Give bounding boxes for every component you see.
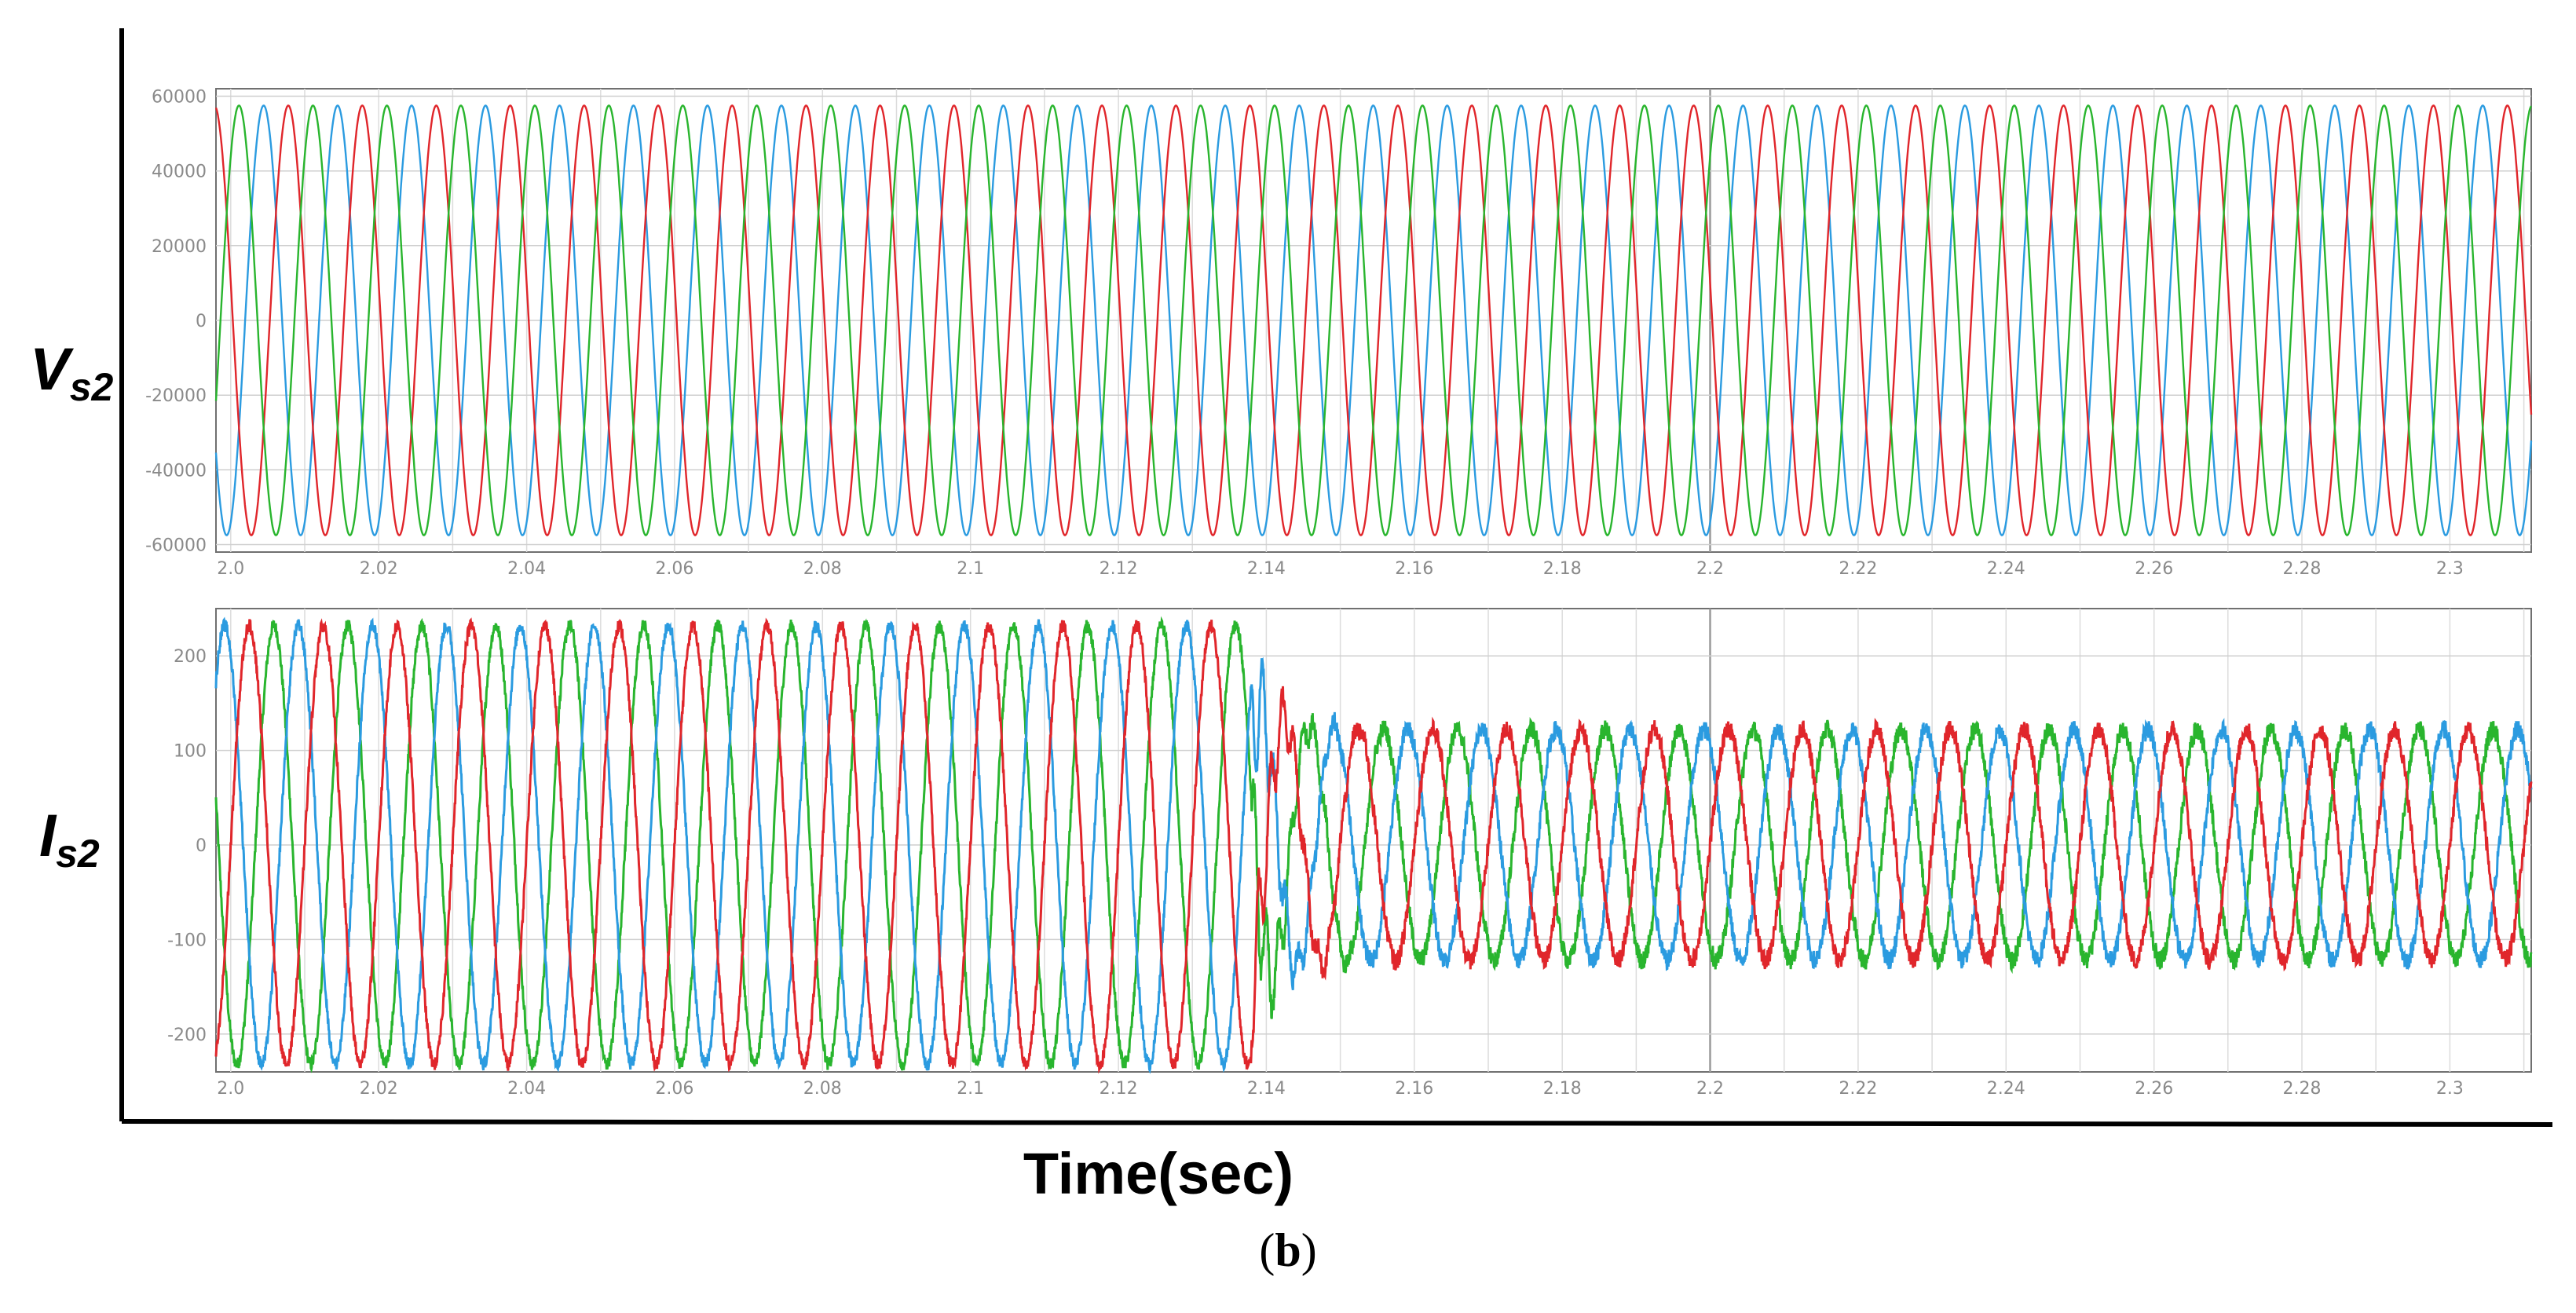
current-x-tick-label: 2.08 <box>803 1079 842 1099</box>
voltage-y-tick-label: -20000 <box>145 386 207 406</box>
current-x-tick-label: 2.02 <box>360 1079 398 1099</box>
current-x-tick-label: 2.1 <box>957 1079 984 1099</box>
voltage-y-tick-label: 20000 <box>152 237 207 257</box>
current-series-line-1 <box>214 616 2533 1073</box>
current-y-tick-label: 200 <box>174 647 207 667</box>
caption-open-paren: ( <box>1259 1224 1275 1276</box>
current-x-tick-label: 2.2 <box>1696 1079 1724 1099</box>
current-label-sub: s2 <box>56 832 100 876</box>
x-axis-title: Time(sec) <box>1023 1141 1293 1206</box>
current-x-tick-label: 2.06 <box>655 1079 693 1099</box>
current-x-tick-label: 2.22 <box>1839 1079 1877 1099</box>
current-x-tick-label: 2.28 <box>2283 1079 2322 1099</box>
voltage-y-tick-label: 60000 <box>152 88 207 108</box>
current-label-main: I <box>39 803 57 869</box>
current-series-line-2 <box>214 616 2533 1074</box>
voltage-x-tick-label: 2.22 <box>1839 559 1877 579</box>
voltage-x-tick-label: 2.24 <box>1987 559 2025 579</box>
current-x-tick-label: 2.14 <box>1247 1079 1286 1099</box>
outer-bottom-axis-line <box>121 1119 2553 1127</box>
voltage-side-label: Vs2 <box>30 336 114 409</box>
current-series-line-3 <box>214 617 2533 1074</box>
current-y-tick-label: 100 <box>174 742 207 762</box>
voltage-y-tick-labels: 60000 40000 20000 0 -20000 -40000 -60000 <box>145 88 207 556</box>
caption-close-paren: ) <box>1301 1224 1317 1276</box>
current-y-tick-labels: 200 100 0 -100 -200 <box>167 647 207 1045</box>
voltage-x-tick-label: 2.28 <box>2283 559 2322 579</box>
voltage-x-tick-label: 2.26 <box>2135 559 2173 579</box>
caption-letter: b <box>1275 1224 1301 1276</box>
voltage-x-tick-label: 2.12 <box>1100 559 1138 579</box>
voltage-x-tick-label: 2.08 <box>803 559 842 579</box>
current-series-group <box>214 616 2533 1074</box>
current-y-tick-label: -200 <box>167 1026 207 1045</box>
voltage-x-tick-label: 2.02 <box>360 559 398 579</box>
figure-caption: (b) <box>1259 1224 1316 1276</box>
voltage-x-tick-label: 2.3 <box>2436 559 2464 579</box>
voltage-label-main: V <box>30 336 74 403</box>
current-x-tick-label: 2.12 <box>1100 1079 1138 1099</box>
current-x-tick-label: 2.26 <box>2135 1079 2173 1099</box>
current-x-tick-label: 2.04 <box>507 1079 546 1099</box>
voltage-x-tick-label: 2.18 <box>1543 559 1582 579</box>
voltage-x-tick-label: 2.1 <box>957 559 984 579</box>
voltage-y-tick-label: -60000 <box>145 536 207 556</box>
current-x-tick-label: 2.16 <box>1395 1079 1433 1099</box>
voltage-x-tick-label: 2.14 <box>1247 559 1286 579</box>
current-x-tick-labels: 2.0 2.02 2.04 2.06 2.08 2.1 2.12 2.14 2.16 2.18 2.… <box>217 1079 2464 1099</box>
voltage-y-tick-label: 40000 <box>152 163 207 182</box>
voltage-x-tick-label: 2.0 <box>217 559 244 579</box>
current-y-tick-label: 0 <box>196 836 207 856</box>
voltage-label-sub: s2 <box>70 365 114 409</box>
current-y-tick-label: -100 <box>167 931 207 950</box>
voltage-x-tick-label: 2.04 <box>507 559 546 579</box>
voltage-y-tick-label: -40000 <box>145 461 207 481</box>
voltage-x-tick-label: 2.2 <box>1696 559 1724 579</box>
voltage-series-group <box>214 104 2533 536</box>
current-x-tick-label: 2.24 <box>1987 1079 2025 1099</box>
voltage-x-tick-label: 2.06 <box>655 559 693 579</box>
current-x-tick-label: 2.3 <box>2436 1079 2464 1099</box>
voltage-series-line-3 <box>214 104 2532 536</box>
current-plot-frame <box>215 608 2532 1073</box>
current-side-label: Is2 <box>39 803 100 876</box>
voltage-y-tick-label: 0 <box>196 312 207 331</box>
current-x-tick-label: 2.0 <box>217 1079 244 1099</box>
voltage-x-tick-labels: 2.0 2.02 2.04 2.06 2.08 2.1 2.12 2.14 2.16 2.18 2.… <box>217 559 2464 579</box>
current-x-tick-label: 2.18 <box>1543 1079 1582 1099</box>
voltage-series-line-1 <box>214 104 2533 536</box>
voltage-x-tick-label: 2.16 <box>1395 559 1433 579</box>
